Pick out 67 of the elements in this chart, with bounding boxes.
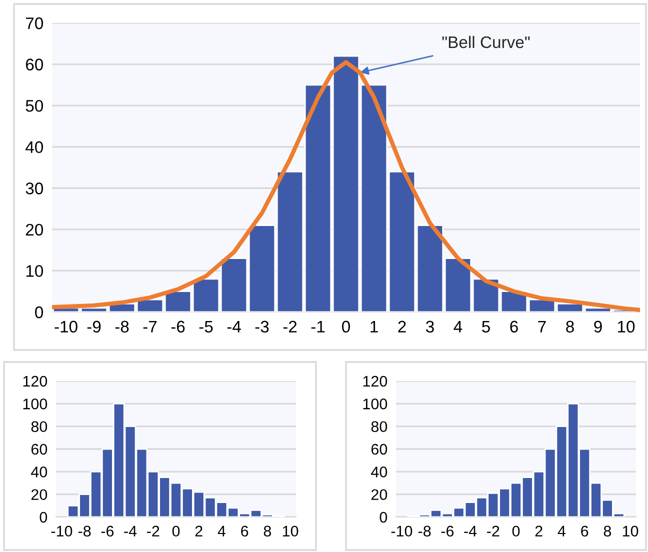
x-tick-label: 10 [622, 526, 638, 537]
y-tick-label: 0 [35, 306, 44, 318]
x-tick-label: -10 [391, 526, 412, 537]
x-tick-label: -8 [78, 526, 91, 537]
x-tick-label: 4 [454, 320, 462, 332]
y-tick-label: 50 [26, 100, 44, 112]
y-tick-label: 80 [31, 421, 48, 432]
x-tick-label: 0 [512, 526, 520, 537]
y-tick-label: 100 [363, 398, 388, 410]
x-tick-label: -7 [143, 320, 157, 332]
y-tick-label: 120 [363, 376, 388, 387]
x-tick-label: -8 [115, 320, 129, 333]
x-tick-label: -6 [171, 320, 185, 333]
y-tick-label: 80 [371, 421, 388, 432]
x-tick-label: -9 [87, 320, 101, 333]
y-tick-label: 20 [26, 224, 44, 236]
x-tick-label: 10 [282, 526, 298, 537]
y-tick-label: 0 [40, 512, 48, 523]
x-tick-label: 8 [604, 526, 612, 537]
annotation: "Bell Curve" [442, 36, 530, 48]
x-tick-label: 4 [218, 526, 226, 536]
x-tick-label: 7 [538, 320, 546, 332]
x-tick-label: -8 [418, 526, 431, 537]
x-tick-label: -5 [199, 320, 213, 333]
y-tick-label: 20 [371, 489, 388, 500]
x-tick-label: -4 [124, 526, 137, 536]
x-tick-label: -10 [51, 526, 72, 537]
x-tick-label: -1 [311, 320, 325, 332]
y-tick-label: 60 [371, 444, 388, 455]
x-tick-label: -3 [255, 320, 269, 333]
x-tick-label: 8 [566, 320, 574, 333]
x-tick-label: -2 [487, 526, 500, 536]
y-tick-label: 30 [26, 182, 44, 194]
x-tick-label: 8 [264, 526, 272, 537]
y-tick-label: 40 [26, 141, 44, 154]
y-tick-label: 40 [31, 466, 48, 478]
x-tick-label: 5 [482, 320, 490, 333]
x-tick-label: 9 [594, 320, 602, 333]
y-tick-label: 10 [26, 265, 44, 277]
x-tick-label: -2 [283, 320, 297, 332]
x-tick-label: 2 [535, 526, 542, 536]
x-tick-label: 6 [581, 526, 588, 537]
x-tick-label: 10 [618, 320, 635, 333]
x-tick-label: -4 [464, 526, 477, 536]
x-tick-label: 0 [172, 526, 180, 537]
x-tick-label: 2 [398, 320, 406, 332]
x-tick-label: 0 [342, 320, 350, 333]
x-tick-label: -4 [227, 320, 241, 332]
y-tick-label: 40 [371, 466, 388, 478]
y-tick-label: 60 [26, 58, 44, 70]
y-tick-label: 20 [31, 489, 48, 500]
y-tick-label: 70 [26, 17, 44, 30]
x-tick-label: -2 [147, 526, 160, 536]
x-tick-label: 3 [426, 320, 434, 333]
x-tick-label: 6 [510, 320, 518, 333]
y-tick-label: 0 [380, 512, 388, 523]
line-series [52, 60, 640, 312]
x-tick-label: -6 [441, 526, 454, 537]
x-tick-label: -6 [101, 526, 114, 537]
x-tick-label: 2 [195, 526, 202, 536]
y-tick-label: 120 [23, 376, 48, 387]
x-tick-label: -10 [54, 320, 78, 333]
x-tick-label: 4 [558, 526, 566, 536]
y-tick-label: 100 [23, 398, 48, 410]
x-tick-label: 1 [370, 320, 378, 332]
x-tick-label: 6 [241, 526, 248, 537]
y-tick-label: 60 [31, 444, 48, 455]
